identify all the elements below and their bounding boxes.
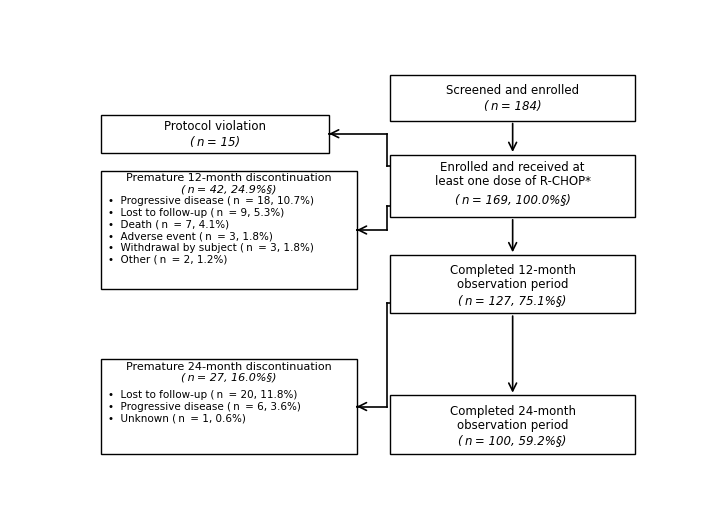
Bar [101, 171, 357, 289]
Text: observation period: observation period [457, 419, 569, 432]
Text: Enrolled and received at: Enrolled and received at [440, 162, 585, 175]
Text: ( n = 184): ( n = 184) [484, 100, 541, 113]
Text: ( n = 27, 16.0%§): ( n = 27, 16.0%§) [181, 373, 276, 383]
Bar [391, 255, 635, 313]
Bar [101, 359, 357, 454]
Text: •  Lost to follow-up ( n  = 9, 5.3%): • Lost to follow-up ( n = 9, 5.3%) [108, 208, 284, 218]
Text: Premature 12-month discontinuation: Premature 12-month discontinuation [126, 173, 332, 183]
Text: •  Adverse event ( n  = 3, 1.8%): • Adverse event ( n = 3, 1.8%) [108, 231, 272, 241]
Bar [391, 75, 635, 121]
Bar [101, 115, 329, 153]
Text: ( n = 42, 24.9%§): ( n = 42, 24.9%§) [181, 184, 276, 194]
Text: observation period: observation period [457, 278, 569, 291]
Text: ( n = 169, 100.0%§): ( n = 169, 100.0%§) [454, 193, 571, 206]
Text: ( n = 100, 59.2%§): ( n = 100, 59.2%§) [459, 434, 567, 447]
Text: •  Lost to follow-up ( n  = 20, 11.8%): • Lost to follow-up ( n = 20, 11.8%) [108, 390, 297, 400]
Text: Screened and enrolled: Screened and enrolled [446, 84, 579, 97]
Bar [391, 155, 635, 217]
Text: •  Withdrawal by subject ( n  = 3, 1.8%): • Withdrawal by subject ( n = 3, 1.8%) [108, 243, 314, 253]
Text: •  Other ( n  = 2, 1.2%): • Other ( n = 2, 1.2%) [108, 254, 227, 265]
Text: ( n = 15): ( n = 15) [190, 136, 240, 149]
Text: Completed 12-month: Completed 12-month [449, 265, 576, 277]
Text: Completed 24-month: Completed 24-month [449, 405, 576, 418]
Bar [391, 395, 635, 454]
Text: Protocol violation: Protocol violation [164, 120, 266, 133]
Text: •  Death ( n  = 7, 4.1%): • Death ( n = 7, 4.1%) [108, 219, 228, 230]
Text: •  Progressive disease ( n  = 18, 10.7%): • Progressive disease ( n = 18, 10.7%) [108, 196, 314, 206]
Text: least one dose of R-CHOP*: least one dose of R-CHOP* [434, 176, 591, 189]
Text: •  Progressive disease ( n  = 6, 3.6%): • Progressive disease ( n = 6, 3.6%) [108, 402, 300, 412]
Text: ( n = 127, 75.1%§): ( n = 127, 75.1%§) [459, 294, 567, 307]
Text: Premature 24-month discontinuation: Premature 24-month discontinuation [126, 362, 332, 371]
Text: •  Unknown ( n  = 1, 0.6%): • Unknown ( n = 1, 0.6%) [108, 413, 246, 424]
